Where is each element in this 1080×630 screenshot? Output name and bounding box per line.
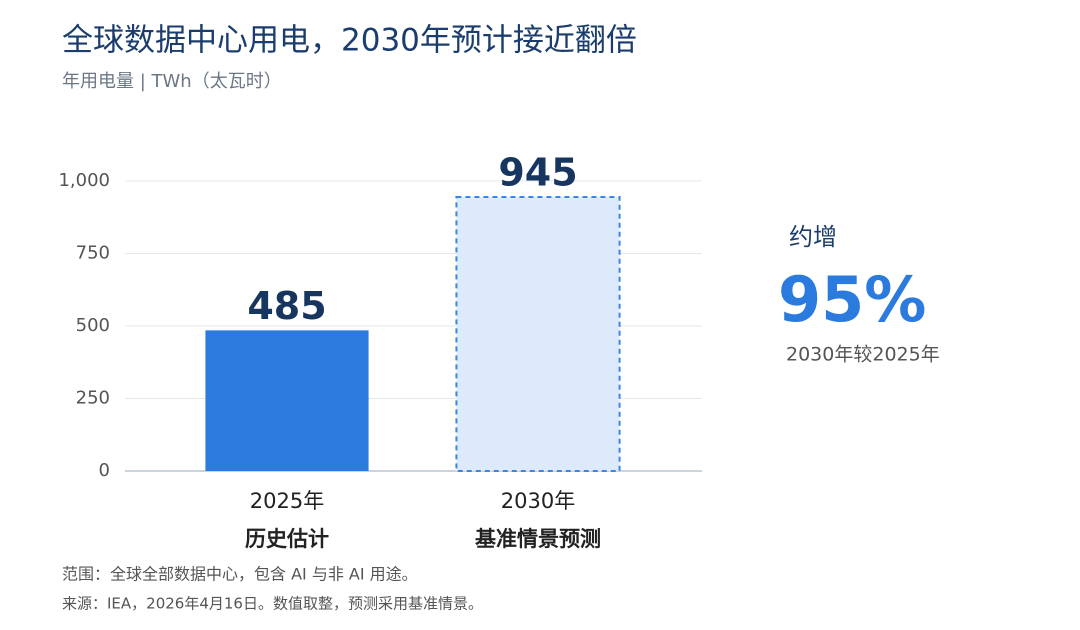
x-tick-note: 历史估计 xyxy=(245,527,329,551)
callout-note: 2030年较2025年 xyxy=(786,344,940,366)
bar xyxy=(455,195,621,472)
footnote: 范围：全球全部数据中心，包含 AI 与非 AI 用途。 xyxy=(62,565,418,584)
y-tick-label: 750 xyxy=(76,243,110,264)
x-tick-note: 基准情景预测 xyxy=(475,527,601,551)
bar xyxy=(205,330,369,471)
y-tick-label: 250 xyxy=(76,388,110,409)
x-tick-label: 2025年 xyxy=(250,489,324,513)
x-tick-label: 2030年 xyxy=(501,489,575,513)
chart-subtitle: 年用电量 | TWh（太瓦时） xyxy=(62,71,282,92)
y-tick-label: 1,000 xyxy=(58,170,110,191)
footnote: 来源：IEA，2026年4月16日。数值取整，预测采用基准情景。 xyxy=(62,595,483,613)
y-tick-label: 500 xyxy=(76,315,110,336)
callout-value: 95% xyxy=(778,263,926,336)
chart-title: 全球数据中心用电，2030年预计接近翻倍 xyxy=(62,23,637,59)
data-label: 485 xyxy=(247,284,326,328)
y-tick-label: 0 xyxy=(99,460,110,481)
callout-label: 约增 xyxy=(789,223,837,251)
data-label: 945 xyxy=(498,150,577,194)
